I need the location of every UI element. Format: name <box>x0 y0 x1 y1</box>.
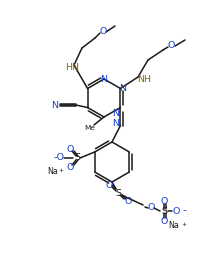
Text: O: O <box>66 163 74 171</box>
Text: N: N <box>112 119 119 128</box>
Text: O: O <box>99 28 107 37</box>
Text: Na: Na <box>169 221 180 230</box>
Text: O: O <box>172 206 180 215</box>
Text: O: O <box>66 144 74 154</box>
Text: O: O <box>160 216 168 225</box>
Text: Me: Me <box>84 125 95 131</box>
Text: S: S <box>74 154 80 163</box>
Text: S: S <box>161 206 167 215</box>
Text: NH: NH <box>137 75 151 84</box>
Text: -O: -O <box>53 154 64 163</box>
Text: -: - <box>182 205 186 215</box>
Text: N: N <box>119 84 126 93</box>
Text: N: N <box>51 100 59 109</box>
Text: HN: HN <box>65 63 79 73</box>
Text: N: N <box>112 109 119 118</box>
Text: Na: Na <box>48 168 59 176</box>
Text: O: O <box>147 204 155 213</box>
Text: N: N <box>101 74 108 83</box>
Text: O: O <box>105 180 113 190</box>
Text: O: O <box>167 42 175 50</box>
Text: +: + <box>182 221 187 226</box>
Text: O: O <box>160 196 168 205</box>
Text: +: + <box>59 168 64 173</box>
Text: O: O <box>124 196 132 205</box>
Text: S: S <box>115 189 121 198</box>
